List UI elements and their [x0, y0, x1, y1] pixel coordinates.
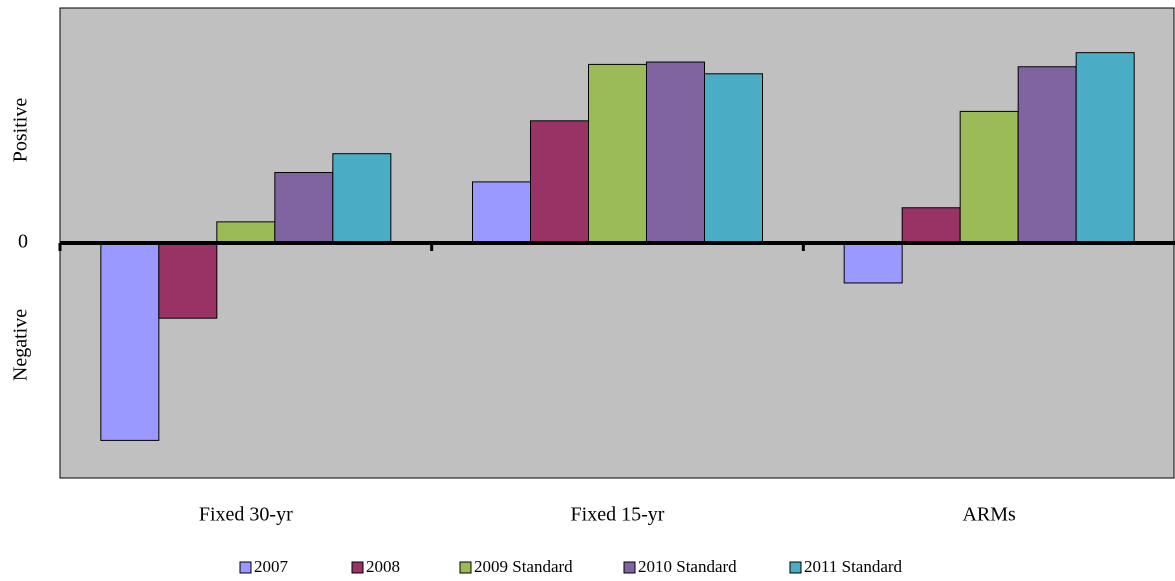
legend-label: 2008: [366, 557, 400, 576]
x-tick-label: ARMs: [962, 504, 1016, 526]
bar: [472, 181, 531, 244]
bar: [959, 110, 1019, 244]
bar: [1075, 52, 1135, 244]
bar: [1017, 66, 1077, 244]
bar: [901, 207, 961, 244]
legend-swatch: [789, 561, 802, 574]
bar: [158, 242, 218, 319]
legend-swatch: [239, 561, 252, 574]
bar: [588, 63, 647, 244]
legend-label: 2009 Standard: [474, 557, 573, 576]
y-axis-label: Negative: [10, 309, 32, 381]
legend-swatch: [459, 561, 472, 574]
bar: [843, 242, 903, 284]
bar: [704, 73, 763, 244]
bar: [530, 120, 589, 244]
bar: [646, 61, 705, 244]
legend-swatch: [623, 561, 636, 574]
legend-label: 2011 Standard: [804, 557, 903, 576]
bar: [100, 242, 160, 441]
x-tick-label: Fixed 15-yr: [571, 504, 665, 526]
bar: [274, 172, 334, 244]
y-tick-label: 0: [18, 231, 28, 253]
x-tick-label: Fixed 30-yr: [199, 504, 293, 526]
bar: [332, 153, 392, 244]
y-axis-label: Positive: [10, 98, 32, 163]
legend-label: 2007: [254, 557, 289, 576]
legend-label: 2010 Standard: [638, 557, 737, 576]
legend-swatch: [351, 561, 364, 574]
bar: [216, 221, 276, 244]
